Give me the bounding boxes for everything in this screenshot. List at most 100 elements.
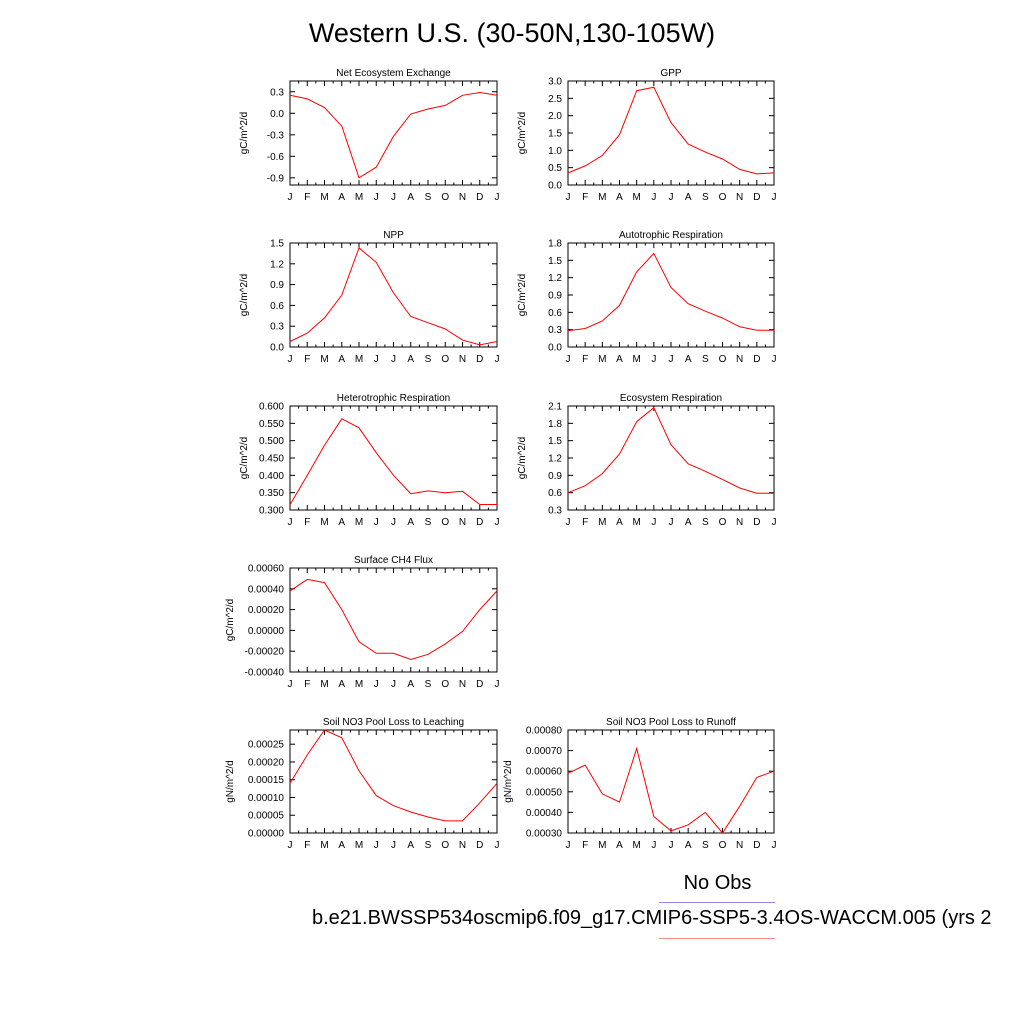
x-tick-label: A <box>685 354 692 365</box>
y-tick-label: 0.450 <box>259 454 284 465</box>
y-tick-label: 1.5 <box>548 129 562 140</box>
x-tick-label: M <box>320 517 328 528</box>
x-tick-label: D <box>476 354 483 365</box>
y-tick-label: 0.00000 <box>248 829 285 840</box>
data-line-series-1 <box>567 406 774 494</box>
x-tick-label: J <box>651 192 656 203</box>
x-tick-label: M <box>355 517 363 528</box>
y-axis-label: gC/m^2/d <box>239 274 250 317</box>
x-tick-label: J <box>495 192 500 203</box>
x-tick-label: M <box>355 840 363 851</box>
x-tick-label: S <box>702 517 709 528</box>
y-tick-label: 2.0 <box>548 111 562 122</box>
y-tick-label: 0.550 <box>259 419 284 430</box>
x-tick-label: A <box>338 840 345 851</box>
plot-frame <box>567 729 775 834</box>
x-tick-label: M <box>355 679 363 690</box>
y-tick-label: 0.6 <box>548 308 562 319</box>
x-tick-label: S <box>702 192 709 203</box>
x-tick-label: F <box>582 517 588 528</box>
y-tick-label: 0.9 <box>270 280 284 291</box>
x-tick-label: M <box>598 517 606 528</box>
x-tick-label: M <box>355 192 363 203</box>
x-tick-label: F <box>582 192 588 203</box>
x-tick-label: M <box>632 354 640 365</box>
x-tick-label: D <box>753 354 760 365</box>
x-tick-label: J <box>669 517 674 528</box>
x-tick-label: M <box>598 840 606 851</box>
x-tick-label: A <box>685 840 692 851</box>
x-tick-label: O <box>441 354 449 365</box>
x-tick-label: J <box>391 679 396 690</box>
x-tick-label: J <box>288 840 293 851</box>
data-line-series-1 <box>289 418 497 506</box>
x-tick-label: M <box>355 354 363 365</box>
x-tick-label: N <box>736 517 743 528</box>
data-line-series-1 <box>567 252 774 332</box>
y-tick-label: -0.6 <box>267 152 285 163</box>
y-tick-label: 0.00060 <box>248 564 285 575</box>
y-tick-label: 0.3 <box>548 506 562 517</box>
y-tick-label: 0.00050 <box>526 787 563 798</box>
y-tick-label: 0.00025 <box>248 740 285 751</box>
x-tick-label: J <box>651 354 656 365</box>
x-tick-label: J <box>288 354 293 365</box>
legend-case-label: b.e21.BWSSP534oscmip6.f09_g17.CMIP6-SSP5… <box>312 907 992 929</box>
y-tick-label: 0.300 <box>259 506 284 517</box>
panel-title: Surface CH4 Flux <box>354 555 433 566</box>
x-tick-label: D <box>753 840 760 851</box>
y-tick-label: 1.0 <box>548 146 562 157</box>
x-tick-label: A <box>338 354 345 365</box>
x-tick-label: M <box>320 840 328 851</box>
x-tick-label: F <box>582 354 588 365</box>
x-tick-label: J <box>391 354 396 365</box>
y-tick-label: 3.0 <box>548 77 562 88</box>
x-tick-label: N <box>459 192 466 203</box>
x-tick-label: J <box>288 192 293 203</box>
y-axis-label: gC/m^2/d <box>517 437 528 480</box>
x-tick-label: M <box>598 192 606 203</box>
x-tick-label: A <box>616 192 623 203</box>
x-tick-label: A <box>407 517 414 528</box>
x-tick-label: A <box>616 840 623 851</box>
y-tick-label: -0.3 <box>267 130 285 141</box>
y-tick-label: 0.9 <box>548 471 562 482</box>
x-tick-label: S <box>425 192 432 203</box>
x-tick-label: A <box>407 679 414 690</box>
plot-frame <box>567 80 775 186</box>
x-tick-label: N <box>736 192 743 203</box>
x-tick-label: D <box>476 840 483 851</box>
x-tick-label: J <box>391 517 396 528</box>
data-line-series-1 <box>289 578 498 661</box>
x-tick-label: O <box>441 679 449 690</box>
x-tick-label: D <box>753 192 760 203</box>
y-tick-label: 0.6 <box>548 488 562 499</box>
plot-frame <box>567 405 775 511</box>
x-tick-label: S <box>425 517 432 528</box>
legend-case-line <box>659 938 775 939</box>
x-tick-label: N <box>459 517 466 528</box>
x-tick-label: J <box>374 192 379 203</box>
x-tick-label: J <box>772 840 777 851</box>
x-tick-label: J <box>391 840 396 851</box>
x-tick-label: A <box>685 192 692 203</box>
data-line-series-1 <box>289 729 498 822</box>
x-tick-label: J <box>288 679 293 690</box>
data-line-series-1 <box>289 247 498 346</box>
y-tick-label: 0.00040 <box>526 808 563 819</box>
x-tick-label: O <box>441 192 449 203</box>
y-axis-label: gN/m^2/d <box>225 760 236 803</box>
y-tick-label: 0.00020 <box>248 605 285 616</box>
x-tick-label: M <box>320 192 328 203</box>
x-tick-label: A <box>407 354 414 365</box>
y-axis-label: gC/m^2/d <box>239 112 250 155</box>
x-tick-label: A <box>338 192 345 203</box>
x-tick-label: J <box>391 192 396 203</box>
panel-title: Soil NO3 Pool Loss to Runoff <box>606 717 736 728</box>
legend-obs-line <box>659 902 775 903</box>
x-tick-label: M <box>632 517 640 528</box>
y-tick-label: 1.2 <box>548 273 562 284</box>
